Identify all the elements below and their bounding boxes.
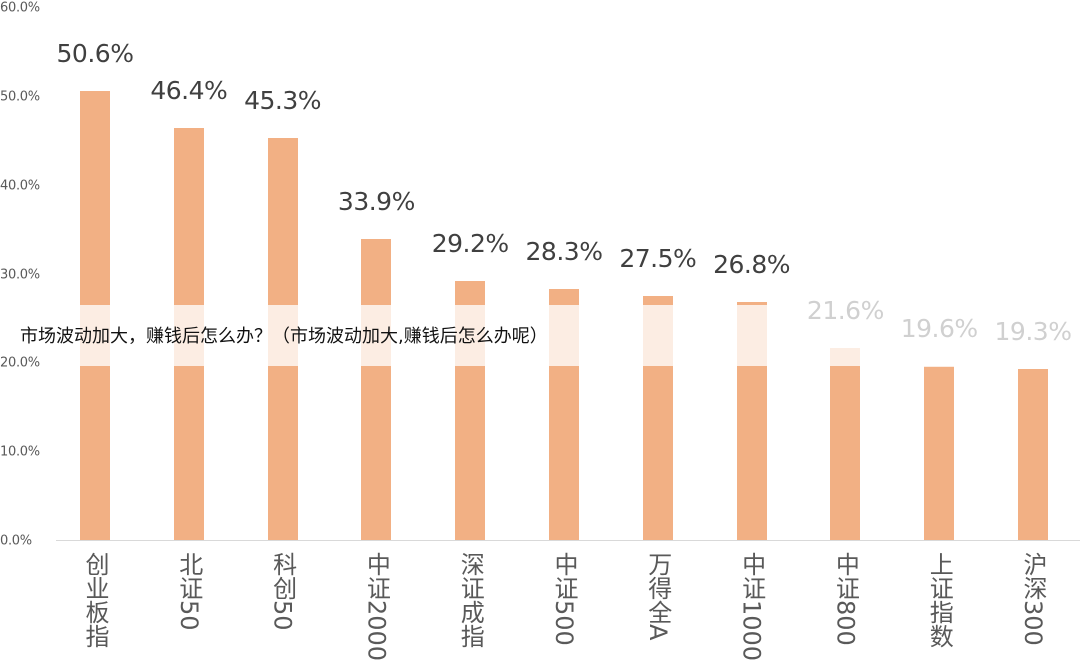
y-tick-label: 0.0% xyxy=(0,533,32,549)
bar xyxy=(830,348,861,540)
x-tick-label: 万得全A xyxy=(643,552,672,641)
x-tick-label: 中证500 xyxy=(550,552,578,646)
band-bar-segment xyxy=(736,305,767,366)
value-label: 33.9% xyxy=(337,186,415,216)
bar xyxy=(1018,368,1048,540)
x-tick-label: 中证800 xyxy=(831,552,860,646)
band-bar-segment xyxy=(549,305,579,366)
overlay-banner-text: 市场波动加大，赚钱后怎么办？（市场波动加大,赚钱后怎么办呢） xyxy=(20,326,548,347)
band-bar-segment xyxy=(642,305,673,366)
band-bar-segment xyxy=(80,305,110,366)
value-label: 45.3% xyxy=(244,85,322,115)
x-tick-label: 深证成指 xyxy=(456,552,485,648)
band-bar-segment xyxy=(361,305,392,366)
x-tick-label: 沪深300 xyxy=(1019,552,1047,646)
value-label: 19.6% xyxy=(900,313,978,343)
band-bar-segment xyxy=(267,305,298,366)
value-label: 26.8% xyxy=(713,249,791,279)
value-label: 50.6% xyxy=(56,38,134,68)
y-tick-label: 30.0% xyxy=(0,267,40,282)
x-tick-label: 创业板指 xyxy=(81,552,109,648)
x-tick-label: 科创50 xyxy=(268,552,297,631)
band-bar-segment xyxy=(455,305,486,366)
x-tick-label: 北证50 xyxy=(174,552,203,631)
y-tick-label: 10.0% xyxy=(0,444,40,460)
value-label: 28.3% xyxy=(525,236,603,266)
y-tick-label: 60.0% xyxy=(0,0,40,16)
band-bar-segment xyxy=(173,305,204,366)
x-tick-label: 中证2000 xyxy=(362,552,391,662)
x-axis-line xyxy=(56,540,1080,541)
bar xyxy=(361,238,392,540)
y-tick-label: 20.0% xyxy=(0,355,40,371)
y-tick-label: 50.0% xyxy=(0,89,40,105)
x-tick-label: 上证指数 xyxy=(925,552,954,648)
bar xyxy=(924,365,955,540)
band-bar-segment xyxy=(830,348,861,366)
value-label: 27.5% xyxy=(619,243,697,273)
value-label: 21.6% xyxy=(806,296,884,326)
value-label: 29.2% xyxy=(431,228,509,258)
x-tick-label: 中证1000 xyxy=(737,552,766,662)
y-tick-label: 40.0% xyxy=(0,178,40,194)
value-label: 19.3% xyxy=(994,316,1072,346)
value-label: 46.4% xyxy=(150,75,228,105)
